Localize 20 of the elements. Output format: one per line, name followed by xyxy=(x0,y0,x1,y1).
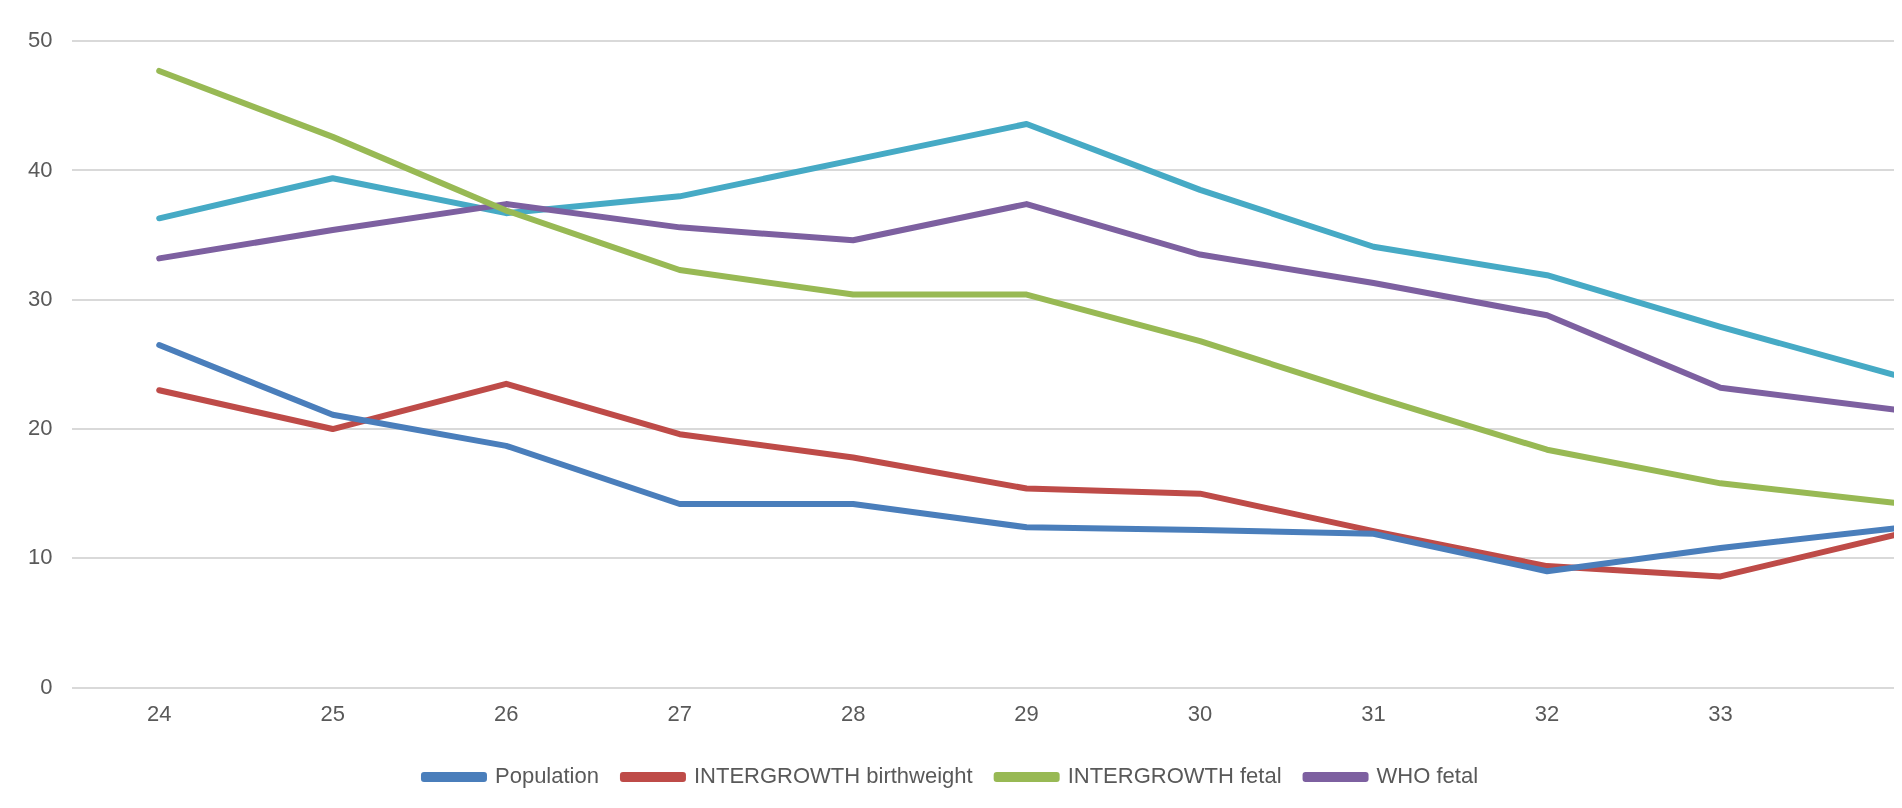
y-tick-label: 40 xyxy=(27,156,53,182)
legend-label: INTERGROWTH birthweight xyxy=(693,763,973,789)
y-tick-label: 50 xyxy=(27,27,53,53)
x-tick-label: 25 xyxy=(320,700,345,726)
x-tick-label: 29 xyxy=(1014,700,1039,726)
y-tick-label: 20 xyxy=(27,415,53,441)
x-tick-label: 32 xyxy=(1534,700,1560,726)
x-tick-label: 26 xyxy=(493,700,519,726)
legend-label: Population xyxy=(494,763,599,789)
x-tick-label: 33 xyxy=(1708,700,1733,726)
y-tick-label: 10 xyxy=(27,544,53,570)
legend-label: WHO fetal xyxy=(1376,763,1479,789)
y-tick-label: 30 xyxy=(27,285,53,311)
x-tick-label: 28 xyxy=(840,700,866,726)
x-tick-label: 27 xyxy=(667,700,692,726)
x-tick-label: 30 xyxy=(1187,700,1213,726)
x-tick-label: 24 xyxy=(146,700,172,726)
legend-label: INTERGROWTH fetal xyxy=(1067,763,1282,789)
y-tick-label: 0 xyxy=(40,673,53,699)
x-tick-label: 31 xyxy=(1361,700,1386,726)
